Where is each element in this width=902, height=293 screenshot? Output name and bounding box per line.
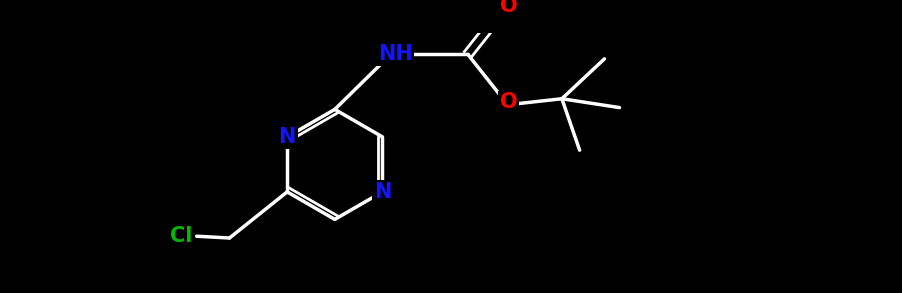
Text: O: O (500, 92, 518, 112)
Text: Cl: Cl (170, 226, 192, 246)
Text: N: N (279, 127, 296, 147)
Text: NH: NH (378, 44, 412, 64)
Text: N: N (373, 182, 391, 202)
Text: O: O (500, 0, 518, 16)
